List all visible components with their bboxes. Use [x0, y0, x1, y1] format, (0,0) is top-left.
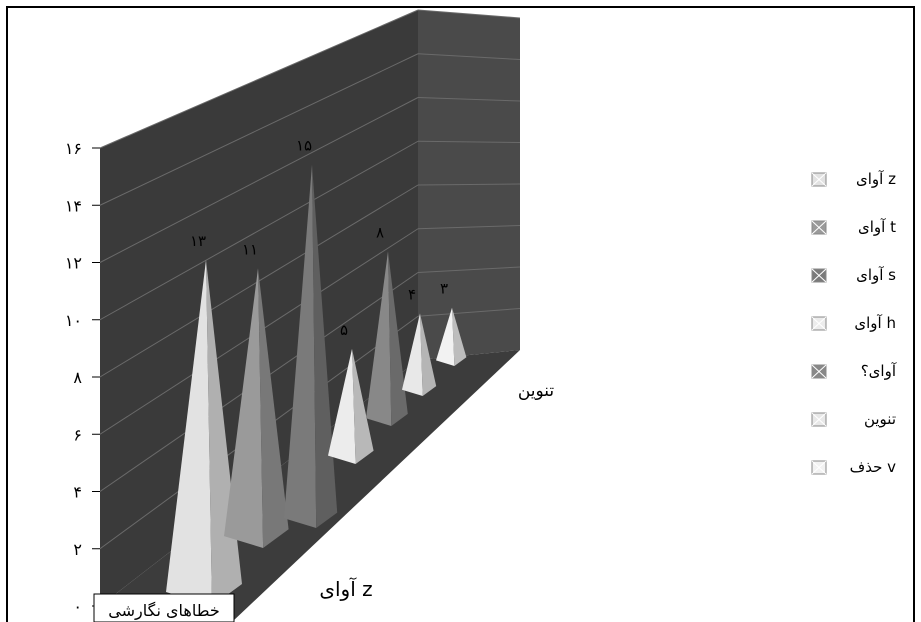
pyramid-face [284, 164, 317, 528]
legend: آوای z آوای t آوای s آوای h آوای؟ تنوین حذف v [811, 170, 897, 476]
legend-item: آوای s [811, 266, 896, 284]
gridline [417, 183, 521, 186]
legend-label: تنوین [864, 410, 896, 428]
category-label: تنوین [518, 381, 555, 401]
legend-label: آوای z [856, 170, 896, 188]
y-tick-label: ۱۲ [65, 254, 82, 273]
gridline [417, 53, 521, 60]
gridline [417, 308, 521, 317]
legend-swatch-diagonal [811, 412, 827, 427]
category-labels: خطاهای نگارشی آوای z تنوین [93, 381, 555, 622]
pyramid-face [436, 307, 455, 366]
y-tick-label: ۶ [73, 425, 82, 444]
data-label: ۸ [376, 223, 384, 241]
pyramid-face [402, 313, 423, 396]
legend-swatch-diagonal [811, 316, 827, 331]
gridline [99, 53, 419, 206]
data-label: ۱۳ [190, 232, 206, 250]
pyramid [366, 251, 408, 426]
y-tick-label: ۲ [73, 540, 82, 559]
legend-label: حذف v [850, 458, 896, 476]
legend-swatch-diagonal [811, 364, 827, 379]
legend-item: آوای z [811, 170, 896, 188]
legend-swatch-diagonal [811, 460, 827, 475]
y-tick-label: ۱۶ [65, 139, 82, 158]
y-axis-ticks: ۰ ۲ ۴ ۶ ۸ ۱۰ ۱۲ ۱۴ ۱۶ [65, 139, 100, 616]
pyramid-side [420, 313, 437, 396]
y-tick-label: ۱۰ [65, 311, 82, 330]
y-tick-label: ۱۴ [65, 196, 82, 215]
pyramid [402, 313, 437, 396]
data-label: ۴ [408, 285, 416, 303]
pyramid-side [388, 251, 408, 426]
pyramid [224, 268, 289, 548]
category-label: خطاهای نگارشی [108, 601, 219, 621]
gridline [417, 97, 521, 102]
legend-swatch-diagonal [811, 172, 827, 187]
pyramid-face [366, 251, 392, 426]
pyramid-face [328, 348, 356, 464]
gridline [99, 97, 419, 263]
category-label-box [93, 593, 235, 622]
data-marks [166, 164, 467, 606]
chart-frame [6, 6, 915, 622]
legend-item: تنوین [811, 410, 896, 428]
pyramid [284, 164, 338, 528]
pyramid-side [352, 348, 374, 464]
legend-label: آوای h [854, 314, 896, 332]
gridline [99, 140, 419, 321]
legend-swatch-diagonal [811, 268, 827, 283]
y-tick-label: ۰ [73, 597, 82, 616]
legend-item: حذف v [811, 458, 896, 476]
gridline [417, 9, 521, 19]
gridline [417, 140, 521, 143]
gridline [417, 225, 521, 230]
legend-swatch-diagonal [811, 220, 827, 235]
legend-label: آوای s [856, 266, 896, 284]
legend-item: آوای t [811, 218, 896, 236]
pyramid-side [452, 307, 467, 366]
pyramid-face [224, 268, 264, 548]
legend-item: آوای h [811, 314, 896, 332]
data-labels: ۱۳ ۱۱ ۱۵ ۵ ۸ ۴ ۳ [190, 137, 448, 339]
pyramid-face [166, 259, 212, 606]
category-label: آوای z [319, 576, 372, 601]
data-label: ۱۱ [242, 240, 258, 258]
data-label: ۵ [340, 321, 348, 339]
gridline [99, 9, 419, 149]
data-label: ۱۵ [296, 137, 312, 155]
y-tick-label: ۴ [73, 483, 82, 502]
gridline [417, 266, 521, 273]
data-label: ۳ [440, 280, 448, 298]
legend-item: آوای؟ [811, 362, 897, 380]
pyramid-side [312, 164, 338, 528]
pyramid [328, 348, 374, 464]
y-tick-label: ۸ [73, 368, 82, 387]
legend-label: آوای t [858, 218, 896, 236]
pyramid-side [258, 268, 289, 548]
legend-label: آوای؟ [861, 362, 897, 380]
pyramid [436, 307, 467, 366]
